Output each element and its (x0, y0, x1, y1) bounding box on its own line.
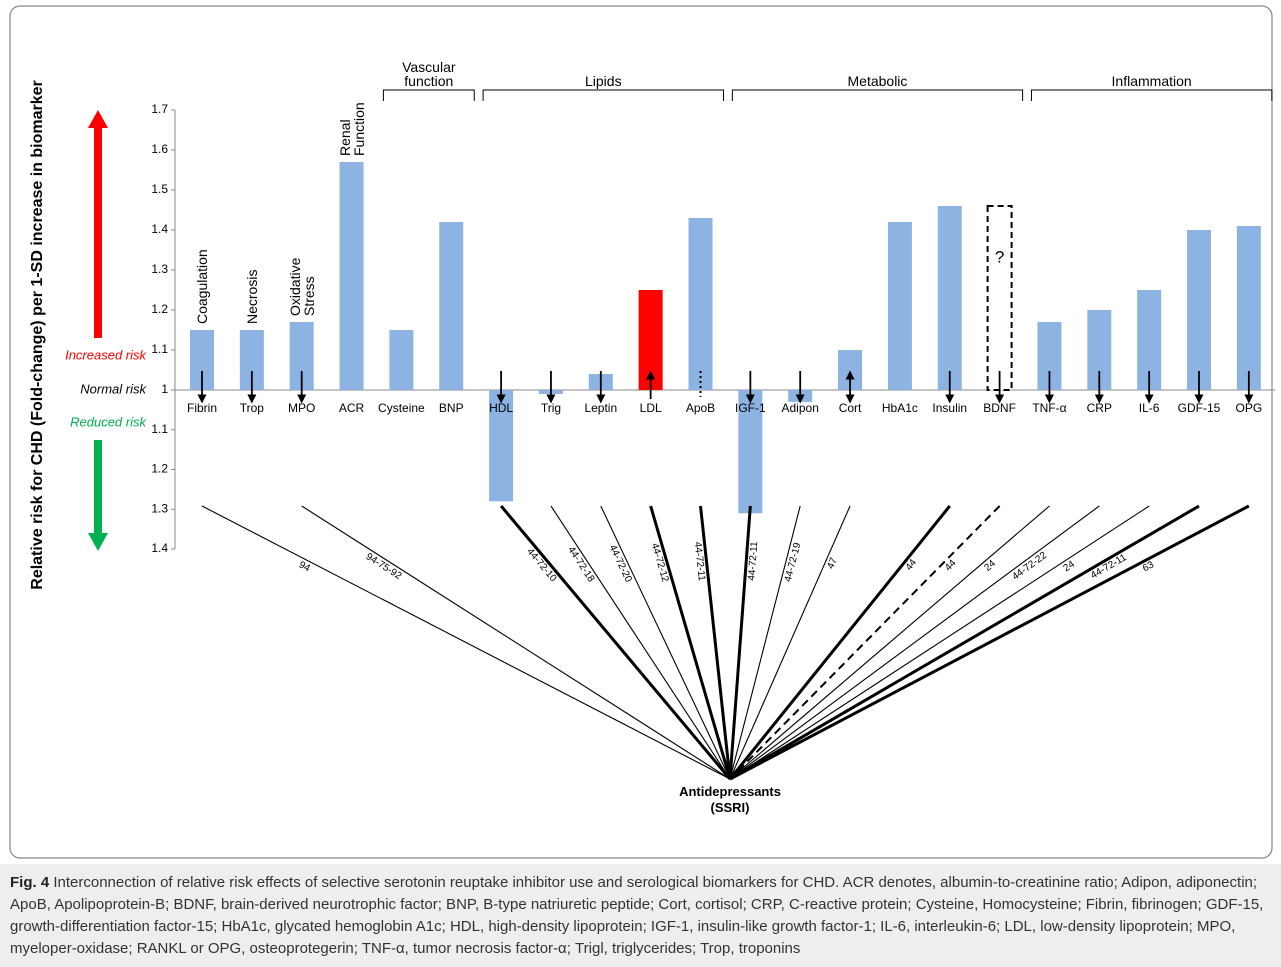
group-label: Renal Function (336, 102, 367, 156)
x-tick-label: BNP (439, 401, 464, 415)
x-tick-label: Leptin (584, 401, 617, 415)
x-tick-label: BDNF (983, 401, 1016, 415)
x-tick-label: Fibrin (187, 401, 217, 415)
link (729, 505, 1050, 780)
reduced-risk-label: Reduced risk (70, 414, 147, 429)
y-axis-title: Relative risk for CHD (Fold-change) per … (29, 80, 46, 589)
link-label: 24 (982, 558, 998, 574)
link-label: 44-72-22 (1010, 550, 1049, 583)
link (600, 505, 731, 780)
x-tick-label: Trop (240, 401, 265, 415)
caption-text: Interconnection of relative risk effects… (10, 874, 1264, 957)
group-label: Lipids (584, 73, 622, 89)
link (201, 505, 731, 780)
group-label: Oxidative Stress (286, 257, 317, 316)
figure-frame (9, 5, 1273, 859)
link (729, 504, 1200, 781)
bar (489, 390, 514, 502)
figure: Relative risk for CHD (Fold-change) per … (9, 5, 1275, 859)
x-tick-label: Insulin (932, 401, 967, 415)
bar (688, 218, 713, 390)
y-tick-label: 1.2 (151, 302, 168, 316)
link-label: 44-72-20 (607, 543, 634, 584)
x-tick-label: Cysteine (378, 401, 425, 415)
y-tick-label: 1.4 (151, 222, 168, 236)
x-tick-label: MPO (288, 401, 315, 415)
link (729, 505, 851, 780)
link-label: 63 (1141, 559, 1156, 574)
reduce-arrow-head (88, 533, 108, 551)
caption-label: Fig. 4 (10, 874, 50, 891)
link (699, 505, 732, 780)
link (729, 505, 1001, 780)
x-tick-label: IL-6 (1139, 401, 1160, 415)
group-bracket (382, 89, 475, 101)
link (550, 505, 731, 780)
y-tick-label: 1.2 (151, 462, 168, 476)
link (729, 504, 1250, 781)
link (729, 505, 801, 780)
link (729, 505, 1150, 780)
hub-label: Antidepressants (SSRI) (679, 784, 781, 815)
bar (389, 330, 414, 390)
bar (1236, 226, 1261, 390)
caption: Fig. 4 Interconnection of relative risk … (0, 864, 1281, 967)
link-label: 44-72-11 (692, 541, 707, 582)
bar (986, 205, 1013, 391)
x-tick-label: ACR (339, 401, 365, 415)
group-bracket (482, 89, 724, 101)
x-tick-label: Adipon (782, 401, 819, 415)
x-tick-label: IGF-1 (735, 401, 766, 415)
x-tick-label: ApoB (686, 401, 715, 415)
group-bracket (731, 89, 1024, 101)
link-label: 94 (297, 560, 312, 575)
x-tick-label: HDL (489, 401, 513, 415)
bar (439, 222, 464, 390)
x-tick-label: CRP (1087, 401, 1112, 415)
bar (339, 162, 364, 390)
y-tick-label: 1.1 (151, 422, 168, 436)
link (301, 505, 731, 780)
increase-arrow-head (88, 110, 108, 128)
normal-risk-label: Normal risk (80, 381, 147, 396)
x-tick-label: Cort (839, 401, 862, 415)
y-tick-label: 1.3 (151, 501, 168, 515)
y-tick-label: 1.6 (151, 142, 168, 156)
uncertain-label: ? (995, 247, 1004, 266)
link (728, 505, 951, 780)
x-tick-label: TNF-α (1032, 401, 1066, 415)
bar (1187, 230, 1211, 390)
link (499, 505, 732, 780)
bar (738, 390, 763, 514)
link-label: 44 (943, 557, 959, 573)
x-tick-label: LDL (640, 401, 662, 415)
y-tick-label: 1.4 (151, 541, 168, 555)
link-label: 44-72-11 (746, 541, 760, 581)
group-label: Coagulation (194, 249, 210, 324)
x-tick-label: Trig (541, 401, 561, 415)
y-tick-label: 1.7 (151, 102, 168, 116)
group-label: Necrosis (243, 269, 260, 324)
y-tick-label: 1 (161, 382, 168, 396)
x-tick-label: HbA1c (882, 401, 918, 415)
y-tick-label: 1.1 (151, 342, 168, 356)
group-label: Vascular function (402, 59, 456, 89)
link (728, 505, 752, 780)
y-tick-label: 1.5 (151, 182, 168, 196)
y-tick-label: 1.3 (151, 262, 168, 276)
group-label: Inflammation (1111, 73, 1192, 89)
bar (937, 206, 962, 390)
x-tick-label: GDF-15 (1178, 401, 1221, 415)
group-bracket (1030, 89, 1273, 101)
link-label: 47 (825, 556, 840, 571)
link (729, 505, 1100, 780)
group-label: Metabolic (847, 73, 908, 89)
x-tick-label: OPG (1236, 401, 1263, 415)
bar (887, 222, 912, 390)
link (649, 505, 732, 780)
increased-risk-label: Increased risk (65, 347, 147, 362)
